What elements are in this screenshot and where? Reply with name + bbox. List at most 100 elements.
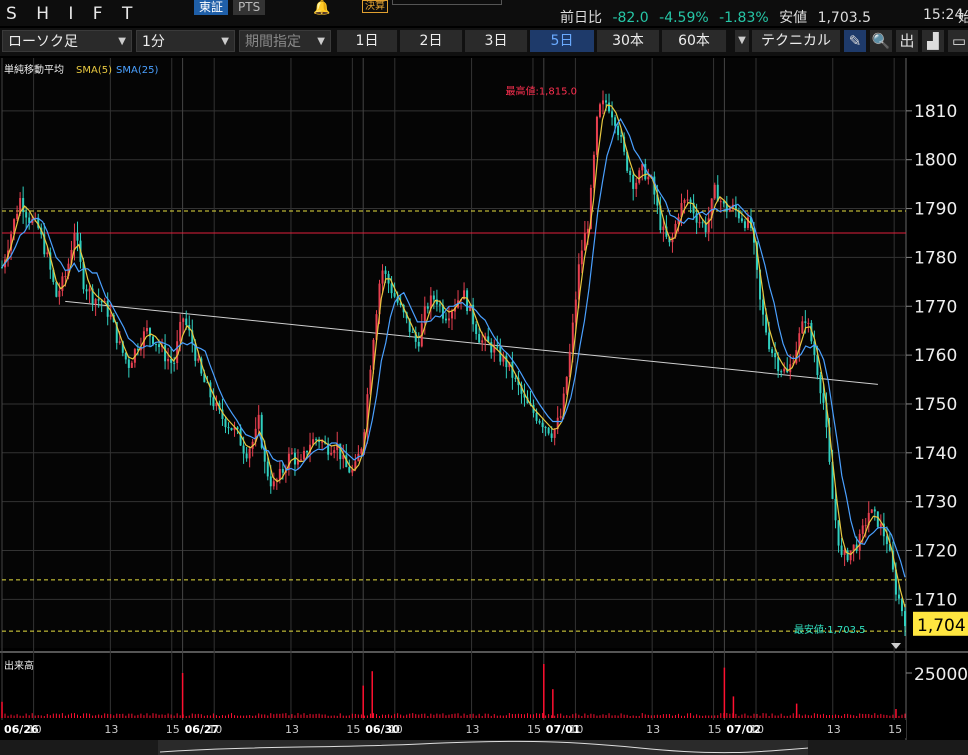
candle-body [686,199,689,201]
ticker-symbol: S H I F T [6,4,140,24]
chevron-down-icon: ▼ [118,36,126,47]
period-button-3[interactable]: 5日 [530,30,595,52]
candle-body [466,290,469,311]
period-button-4[interactable]: 30本 [597,30,660,52]
candle-body [100,300,103,303]
candle-body [746,217,749,228]
candle-body [454,307,457,312]
candle-body [592,154,595,188]
candle-body [541,422,544,428]
candle-body [589,187,592,229]
candle-body [64,276,67,278]
chart-toolbar: ローソク足 ▼ 1分 ▼ 期間指定 ▼ 1日 2日 3日 5日 30本 60本 ▼ テクニ… [0,28,968,56]
period-button-5[interactable]: 60本 [662,30,727,52]
x-axis-label: 06/26 [4,723,39,736]
x-axis-bg [0,720,906,738]
candle-body [704,222,707,233]
earnings-badge: 決算 [362,0,388,13]
x-axis-label: 15 [888,723,902,736]
candle-body [493,346,496,353]
zoom-icon[interactable]: 🔍 [870,30,892,52]
candle-body [828,427,831,462]
candle-body [43,234,46,255]
legend-title: 単純移動平均 [4,63,64,76]
alert-bell-icon[interactable]: 🔔 [313,0,331,16]
candle-body [568,351,571,377]
candle-body [417,341,420,347]
candle-body [254,428,257,442]
x-axis-label: 10 [28,723,42,736]
period-button-0[interactable]: 1日 [337,30,398,52]
candle-body [680,203,683,218]
candle-body [429,295,432,309]
candle-body [242,445,245,454]
candle-body [115,322,118,343]
candle-body [825,402,828,428]
candle-body [807,322,810,324]
interval-select[interactable]: 1分 ▼ [136,30,235,52]
chart-type-value: ローソク足 [8,34,78,50]
candle-body [396,296,399,303]
candle-body [725,203,728,212]
x-axis-label: 15 [346,723,360,736]
candle-body [239,429,242,446]
area-chart-icon[interactable]: ▟ [922,30,944,52]
chart-type-select[interactable]: ローソク足 ▼ [2,30,132,52]
candle-body [221,409,224,419]
candle-body [834,498,837,521]
volume-icon[interactable]: 出 [896,30,918,52]
period-button-1[interactable]: 2日 [400,30,463,52]
candle-body [900,598,903,612]
period-dropdown-button[interactable]: ▼ [735,30,749,52]
candle-body [447,318,450,321]
candle-body [182,318,185,322]
candle-body [864,525,867,527]
candle-body [233,427,236,431]
candle-body [375,314,378,340]
candle-body [849,550,852,561]
candle-body [571,322,574,352]
candle-body [737,210,740,219]
volume-axis-label: 25000 [914,665,968,685]
price-tick-label: 1750 [914,395,957,415]
pencil-icon[interactable]: ✎ [844,30,866,52]
candle-body [330,452,333,455]
candle-body [296,460,299,465]
overview-window [158,740,808,755]
chart-area[interactable]: 1710 1720 1730 1740 1750 1760 1770 1780 1790 1800… [0,58,968,755]
tab-tosho[interactable]: 東証 [194,0,229,15]
candle-body [272,481,275,487]
range-select[interactable]: 期間指定 ▼ [239,30,331,52]
candle-body [771,349,774,354]
top-input-box [392,0,502,5]
candle-body [215,402,218,407]
candle-body [248,448,251,459]
technical-button[interactable]: テクニカル [752,30,840,52]
candle-body [145,328,148,332]
candle-body [514,377,517,379]
candle-body [620,135,623,137]
candle-body [598,104,601,117]
price-tick-label: 1740 [914,444,957,464]
x-axis-label: 10 [750,723,764,736]
price-chart[interactable]: 1710 1720 1730 1740 1750 1760 1770 1780 1790 1800… [0,58,968,755]
x-axis-label: 15 [166,723,180,736]
candle-body [861,525,864,534]
candle-body [318,439,321,443]
candle-body [695,213,698,223]
candle-body [810,322,813,342]
candle-body [73,232,76,250]
candle-body [46,252,49,255]
period-button-2[interactable]: 3日 [465,30,528,52]
candle-body [665,226,668,237]
candle-body [629,170,632,176]
x-axis-label: 06/30 [365,723,400,736]
candle-body [236,427,239,430]
tab-pts[interactable]: PTS [233,0,266,15]
candle-body [438,304,441,306]
x-axis-label: 13 [646,723,660,736]
candle-body [641,163,644,171]
candle-body [586,228,589,233]
window-icon[interactable]: ▭ [948,30,968,52]
candle-body [281,468,284,473]
